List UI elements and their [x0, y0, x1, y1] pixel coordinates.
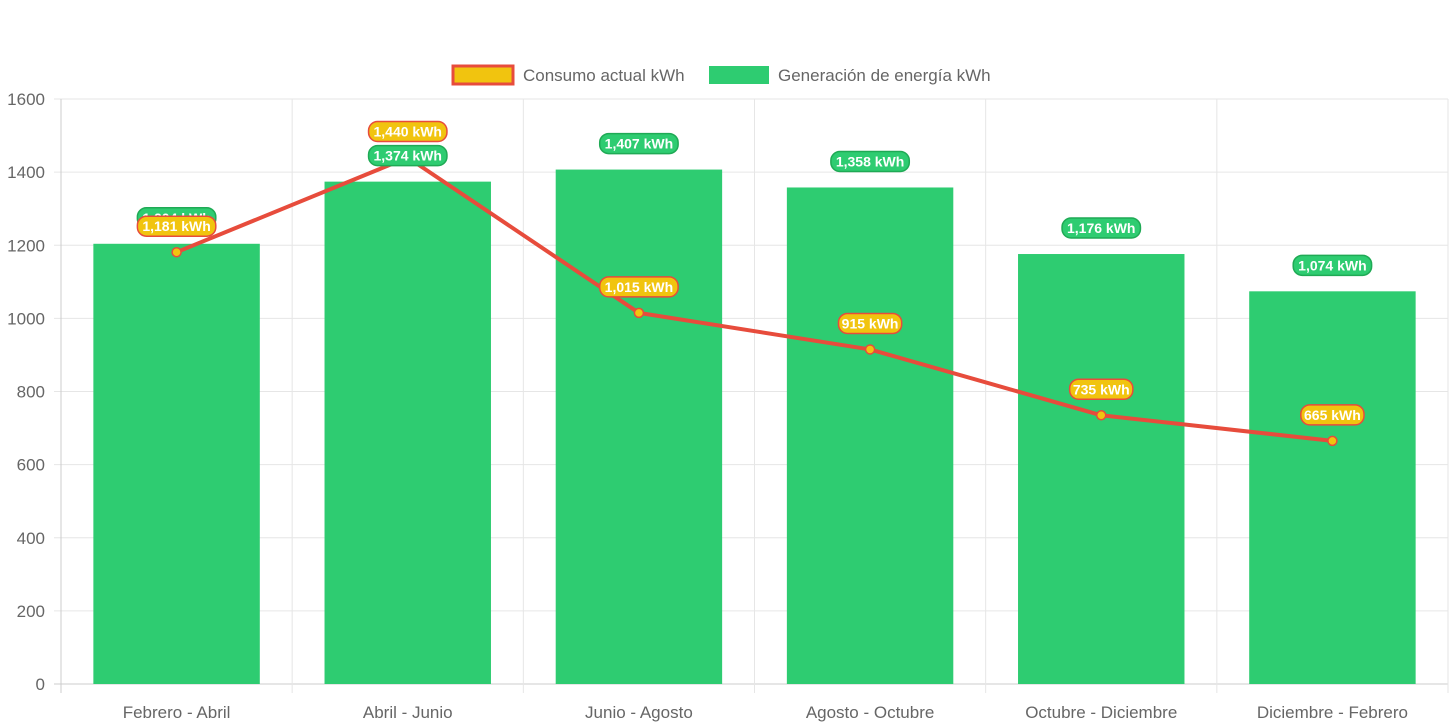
consumption-data-label-text: 1,015 kWh [605, 279, 673, 295]
consumption-point[interactable] [1327, 435, 1338, 447]
y-tick-label: 1200 [7, 236, 45, 255]
x-category-label: Agosto - Octubre [806, 703, 935, 722]
bar-layer [93, 169, 1416, 685]
consumption-data-label: 735 kWh [1068, 378, 1134, 401]
generation-bar[interactable] [324, 181, 491, 684]
x-category-label: Junio - Agosto [585, 703, 693, 722]
y-tick-label: 800 [17, 383, 45, 402]
legend-item-generacion[interactable]: Generación de energía kWh [709, 66, 991, 85]
generation-data-label: 1,407 kWh [598, 132, 679, 155]
legend-item-consumo[interactable]: Consumo actual kWh [451, 64, 685, 86]
legend[interactable]: Consumo actual kWh Generación de energía… [451, 64, 991, 86]
x-category-label: Octubre - Diciembre [1025, 703, 1177, 722]
x-category-label: Diciembre - Febrero [1257, 703, 1408, 722]
generation-data-label-text: 1,407 kWh [605, 136, 673, 152]
y-tick-label: 200 [17, 602, 45, 621]
consumption-data-label-bg [1300, 404, 1365, 426]
y-tick-label: 1000 [7, 309, 45, 328]
generation-data-label-text: 1,358 kWh [836, 153, 904, 169]
axis-layer: 0 200 400 600 800 1000 1200 1400 1600 Febrero - A… [7, 90, 1408, 722]
generation-data-label: 1,176 kWh [1061, 217, 1142, 239]
y-tick-label: 1600 [7, 90, 45, 109]
grid-layer [54, 98, 1449, 693]
legend-swatch-consumo [451, 64, 515, 86]
generation-bar[interactable] [1018, 254, 1185, 684]
consumption-data-label-bg [367, 120, 448, 143]
legend-label-consumo: Consumo actual kWh [523, 66, 685, 85]
consumption-data-label: 915 kWh [837, 312, 903, 335]
consumption-data-label-text: 1,181 kWh [142, 218, 210, 234]
legend-label-generacion: Generación de energía kWh [778, 66, 991, 85]
consumption-data-label: 1,440 kWh [367, 120, 448, 143]
generation-data-label-text: 1,374 kWh [374, 148, 442, 164]
legend-swatch-generacion [709, 66, 769, 84]
generation-bar[interactable] [1249, 291, 1416, 684]
generation-data-label: 1,358 kWh [830, 150, 911, 173]
consumption-data-label: 665 kWh [1300, 404, 1365, 426]
generation-data-label-text: 1,176 kWh [1067, 220, 1135, 236]
generation-data-label-bg [598, 132, 679, 155]
consumption-data-label: 1,015 kWh [598, 276, 679, 298]
generation-data-label-bg [830, 150, 911, 173]
generation-data-label-text: 1,074 kWh [1298, 257, 1366, 273]
consumption-data-label-bg [136, 215, 217, 237]
generation-data-label: 1,374 kWh [367, 144, 448, 167]
y-tick-label: 1400 [7, 163, 45, 182]
generation-data-label-bg [1061, 217, 1142, 239]
y-tick-label: 0 [36, 675, 45, 694]
generation-data-label-bg [367, 144, 448, 167]
generation-bar[interactable] [786, 187, 954, 684]
consumption-data-label-text: 665 kWh [1304, 407, 1361, 423]
consumption-point[interactable] [1096, 410, 1107, 421]
generation-bar[interactable] [555, 169, 723, 685]
consumption-point[interactable] [633, 307, 645, 319]
consumption-data-label-text: 735 kWh [1073, 381, 1130, 397]
consumption-data-label-bg [837, 312, 903, 335]
consumption-data-label-text: 915 kWh [842, 315, 899, 331]
generation-bar[interactable] [93, 243, 260, 684]
consumption-data-label-bg [598, 276, 679, 298]
y-tick-label: 600 [17, 456, 45, 475]
consumption-data-label: 1,181 kWh [136, 215, 217, 237]
consumption-line [175, 155, 1333, 443]
consumption-data-label-bg [1068, 378, 1134, 401]
x-category-label: Febrero - Abril [123, 703, 231, 722]
consumption-data-label-text: 1,440 kWh [374, 124, 442, 140]
generation-data-label-bg [1292, 254, 1373, 277]
consumption-point[interactable] [171, 246, 182, 258]
x-category-label: Abril - Junio [363, 703, 453, 722]
y-tick-label: 400 [17, 529, 45, 548]
consumption-point[interactable] [864, 344, 876, 355]
generation-data-label: 1,074 kWh [1292, 254, 1373, 277]
